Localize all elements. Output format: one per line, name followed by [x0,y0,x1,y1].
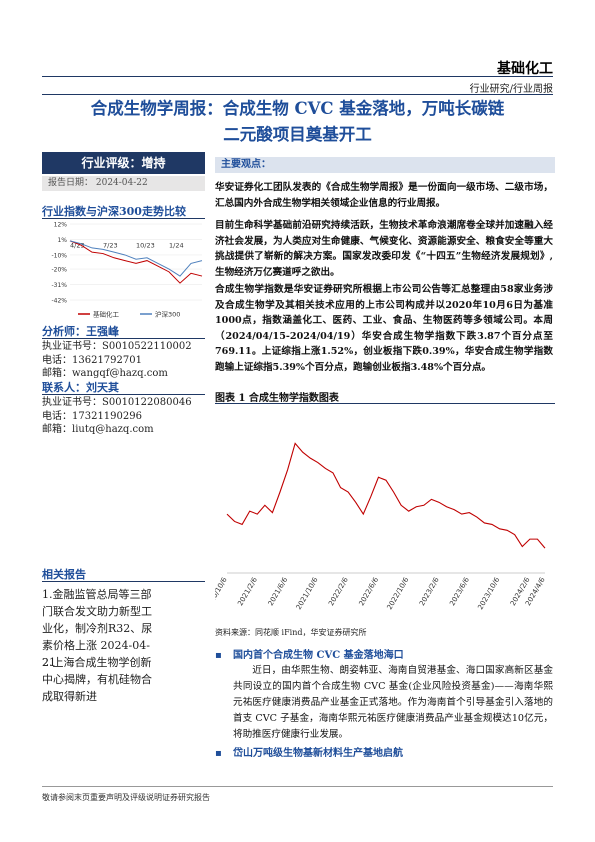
info-line: 电话：17321190296 [42,410,142,422]
report-title: 合成生物学周报：合成生物 CVC 基金落地，万吨长碳链 二元酸项目奠基开工 [40,96,555,148]
header-rule [42,76,553,77]
x-tick-label: 2023/10/6 [476,576,501,612]
related-report[interactable]: 2.上海合成生物学创新中心揭牌，有机硅物合成取得新进 [42,656,152,703]
y-tick-label: 1% [57,237,67,244]
legend-label: 沪深300 [155,310,180,319]
header-subcategory: 行业研究/行业周报 [469,84,553,95]
title-line: 合成生物学周报：合成生物 CVC 基金落地，万吨长碳链 [90,99,505,118]
x-tick-label: 2022/10/6 [386,576,411,612]
figure-title: 图表 1 合成生物学指数图表 [215,393,339,404]
x-tick-label: 2023/2/6 [418,576,441,608]
y-tick-label: 12% [54,222,68,229]
paragraph: 合成生物学指数是华安证券研究所根据上市公司公告等汇总整理由58家业务涉及合成生物… [215,284,553,373]
section-rule [42,394,205,395]
info-line: 邮箱：wangqf@hazq.com [42,368,168,379]
section-rule [42,581,205,582]
bullet-body: 近日，由华熙生物、朗姿韩亚、海南自贸港基金、海口国家高新区基金共同设立的国内首个… [233,665,553,740]
bullet-heading: 国内首个合成生物 CVC 基金落地海口 [215,646,555,661]
info-line: 执业证书号：S0010122080046 [42,397,192,408]
x-tick-label: 10/23 [136,241,155,249]
contact-info: 执业证书号：S0010122080046 电话：17321190296 邮箱：l… [42,396,205,437]
series-line [69,240,203,277]
rating: 行业评级：增持 [42,152,205,174]
x-tick-label: 2023/6/6 [448,576,471,608]
section-title: 相关报告 [42,568,86,581]
figure-rule [215,403,555,404]
x-tick-label: 2021/6/6 [267,576,290,608]
y-tick-label: -20% [51,267,67,274]
section-title: 行业指数与沪深300走势比较 [42,205,186,218]
related-report[interactable]: 1.金融监管总局等三部门联合发文助力新型工业化，制冷剂R32、尿素价格上涨 20… [42,588,153,669]
info-line: 执业证书号：S0010522110002 [42,341,192,352]
index-chart: 12% 1% -10% -20% -31% -42% 4/23 7/23 10/23 1/24 基础… [51,222,203,319]
info-line: 邮箱：liutq@hazq.com [42,424,154,435]
analyst-info: 执业证书号：S0010522110002 电话：13621792701 邮箱：w… [42,340,205,381]
section-rule [42,338,205,339]
x-tick-label: 2022/2/6 [327,576,350,608]
x-tick-label: 2020/10/6 [215,576,229,612]
x-tick-label: 1/24 [169,241,184,249]
header-rule [42,94,553,95]
x-tick-label: 2021/2/6 [236,576,259,608]
paragraph: 华安证券化工团队发表的《合成生物学周报》是一份面向一级市场、二级市场，汇总国内外… [215,182,553,209]
y-tick-label: -10% [51,252,67,259]
section-title: 分析师：王强峰 [42,325,119,338]
x-tick-label: 2022/6/6 [358,576,381,608]
title-line: 二元酸项目奠基开工 [223,125,372,144]
synbio-index-chart: 2020/10/6 2021/2/6 2021/6/6 2021/10/6 2022/2… [215,442,547,612]
y-tick-label: -31% [51,282,67,289]
section-rule [42,218,205,219]
footer-rule [42,786,553,787]
section-title: 联系人：刘天其 [42,381,119,394]
x-tick-label: 2021/10/6 [295,576,320,612]
header-category: 基础化工 [497,61,553,77]
series-line [69,240,203,284]
series-line [226,442,546,549]
footer: 敬请参阅末页重要声明及评级说明证券研究报告 [42,793,210,802]
main-heading: 主要观点： [215,157,555,173]
figure-source: 资料来源：同花顺 iFind，华安证券研究所 [215,628,367,637]
y-tick-label: -42% [51,298,67,305]
report-date: 报告日期： 2024-04-22 [42,176,205,191]
x-tick-label: 4/23 [70,241,85,249]
paragraph: 目前生命科学基础前沿研究持续活跃，生物技术革命浪潮席卷全球并加速融入经济社会发展… [215,220,553,278]
info-line: 电话：13621792701 [42,354,142,366]
legend-label: 基础化工 [93,310,120,319]
bullet-heading: 岱山万吨级生物基新材料生产基地启航 [215,744,555,759]
x-tick-label: 7/23 [103,241,118,249]
